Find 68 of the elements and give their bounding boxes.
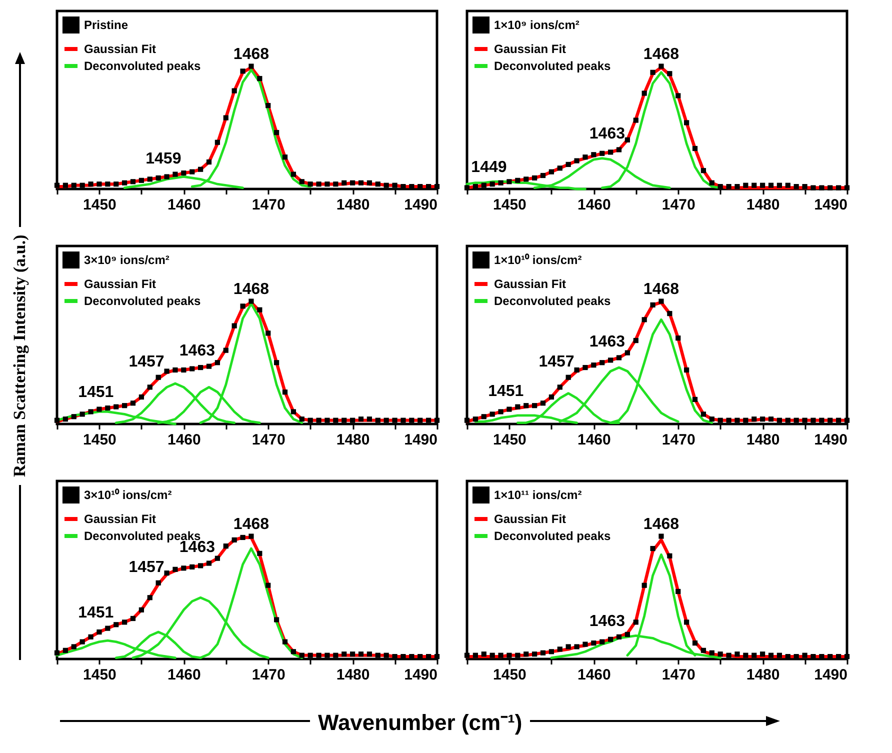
annotation: 1468 bbox=[643, 516, 680, 534]
legend-label: 1×10¹¹ ions/cm² bbox=[494, 488, 582, 502]
annotation: 1457 bbox=[128, 558, 164, 576]
annotation: 1463 bbox=[589, 612, 626, 630]
annotation: 1451 bbox=[78, 384, 114, 402]
annotation: 1463 bbox=[179, 342, 216, 360]
annotation: 1463 bbox=[589, 334, 626, 351]
legend-label: Deconvoluted peaks bbox=[494, 294, 612, 308]
x-tick-label: 1450 bbox=[493, 666, 526, 684]
x-tick-label: 1490 bbox=[404, 196, 438, 214]
annotation: 1468 bbox=[643, 46, 680, 64]
x-tick-label: 1470 bbox=[662, 432, 696, 448]
x-tick-label: 1490 bbox=[404, 432, 438, 448]
x-tick-label: 1490 bbox=[404, 666, 438, 684]
annotation: 1457 bbox=[538, 353, 574, 370]
annotation: 1468 bbox=[643, 281, 680, 298]
x-tick-label: 1460 bbox=[577, 666, 611, 684]
annotation: 1449 bbox=[471, 158, 507, 176]
x-tick-label: 1480 bbox=[746, 666, 780, 684]
annotation: 1468 bbox=[233, 516, 270, 534]
x-tick-label: 1490 bbox=[814, 432, 848, 448]
x-tick-label: 1490 bbox=[814, 196, 848, 214]
x-tick-label: 1480 bbox=[336, 196, 370, 214]
x-tick-label: 1480 bbox=[746, 196, 780, 214]
x-tick-label: 1450 bbox=[493, 196, 526, 214]
annotation: 1468 bbox=[233, 281, 270, 298]
x-tick-label: 1460 bbox=[577, 196, 611, 214]
annotation: 1463 bbox=[589, 126, 626, 143]
x-tick-label: 1460 bbox=[167, 666, 201, 684]
x-tick-label: 1480 bbox=[746, 432, 780, 448]
annotation: 1457 bbox=[128, 353, 164, 370]
x-tick-label: 1460 bbox=[167, 196, 201, 214]
annotation: 1468 bbox=[233, 46, 270, 64]
x-tick-label: 1480 bbox=[336, 432, 370, 448]
legend-label: Gaussian Fit bbox=[494, 512, 566, 526]
x-axis-title: Wavenumber (cm⁻¹) bbox=[317, 709, 524, 736]
x-tick-label: 1480 bbox=[336, 666, 370, 684]
x-tick-label: 1460 bbox=[577, 432, 611, 448]
legend-label: Gaussian Fit bbox=[84, 277, 156, 291]
legend-label: 3×10¹⁰ ions/cm² bbox=[84, 488, 172, 502]
x-tick-label: 1470 bbox=[252, 432, 286, 448]
annotation: 1451 bbox=[488, 382, 524, 400]
annotation: 1459 bbox=[146, 150, 182, 168]
x-tick-label: 1490 bbox=[814, 666, 848, 684]
x-tick-label: 1470 bbox=[252, 666, 286, 684]
y-axis-title: Raman Scattering Intensity (a.u.) bbox=[10, 234, 30, 479]
x-tick-label: 1450 bbox=[493, 432, 526, 448]
annotation: 1463 bbox=[179, 539, 216, 556]
legend-label: Deconvoluted peaks bbox=[84, 294, 202, 308]
x-tick-label: 1470 bbox=[252, 196, 286, 214]
legend-label: Deconvoluted peaks bbox=[494, 529, 612, 543]
x-tick-label: 1450 bbox=[83, 196, 116, 214]
x-tick-label: 1450 bbox=[83, 666, 116, 684]
legend-label: Gaussian Fit bbox=[84, 42, 156, 56]
legend-label: 1×10¹⁰ ions/cm² bbox=[494, 253, 582, 267]
x-tick-label: 1450 bbox=[83, 432, 116, 448]
legend-label: Pristine bbox=[84, 18, 128, 32]
x-tick-label: 1470 bbox=[662, 666, 696, 684]
legend-label: 1×10⁹ ions/cm² bbox=[494, 18, 580, 32]
legend-label: Deconvoluted peaks bbox=[494, 59, 612, 73]
annotation: 1451 bbox=[78, 604, 114, 622]
x-tick-label: 1470 bbox=[662, 196, 696, 214]
legend-label: Gaussian Fit bbox=[494, 42, 566, 56]
legend-label: Gaussian Fit bbox=[494, 277, 566, 291]
legend-label: Gaussian Fit bbox=[84, 512, 156, 526]
legend-label: Deconvoluted peaks bbox=[84, 59, 202, 73]
x-tick-label: 1460 bbox=[167, 432, 201, 448]
legend-label: 3×10⁹ ions/cm² bbox=[84, 253, 170, 267]
